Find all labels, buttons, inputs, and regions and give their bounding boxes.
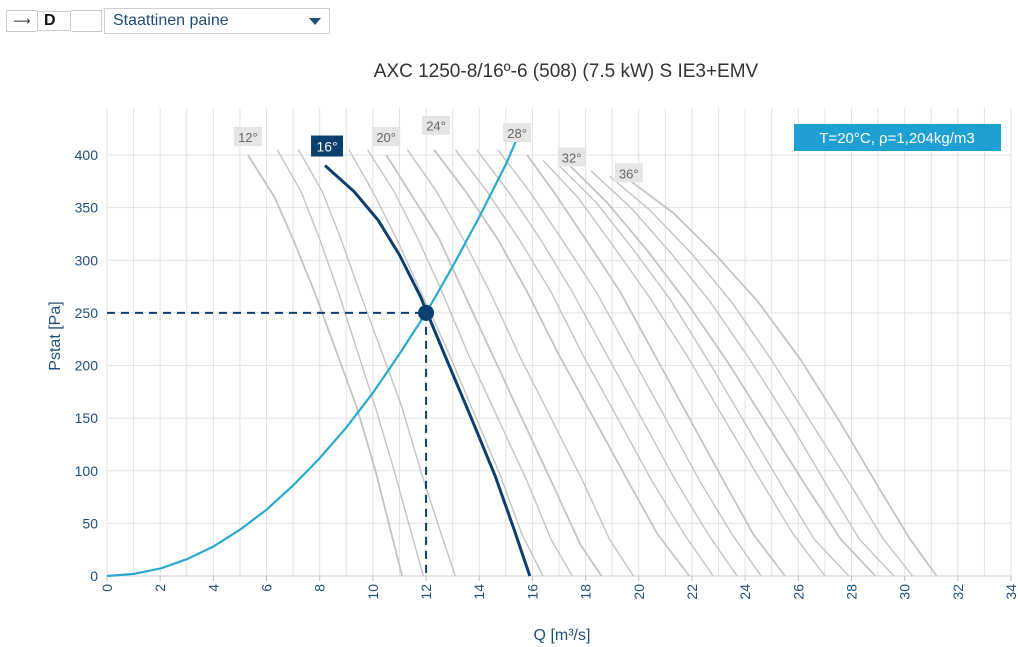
angle-label-text: 28° <box>507 126 527 141</box>
blade-angle-curve <box>558 165 850 577</box>
x-tick-label: 28 <box>843 584 859 600</box>
y-tick-label: 100 <box>75 463 99 479</box>
x-tick-label: 4 <box>205 584 221 592</box>
blade-angle-curve <box>406 149 634 577</box>
toolbar: ⟶ D Staattinen paine <box>6 8 330 34</box>
y-tick-label: 350 <box>75 200 99 216</box>
x-tick-label: 34 <box>1003 584 1018 600</box>
x-tick-label: 16 <box>524 584 540 600</box>
angle-label: 20° <box>372 127 401 146</box>
selected-angle-label: 16° <box>311 135 344 157</box>
selected-angle-label-text: 16° <box>316 139 337 155</box>
y-tick-label: 200 <box>75 358 99 374</box>
blade-angle-curve <box>609 175 914 577</box>
x-tick-label: 20 <box>631 584 647 600</box>
blade-angle-curve <box>276 149 425 577</box>
y-tick-label: 300 <box>75 252 99 268</box>
y-tick-label: 50 <box>82 515 98 531</box>
angle-label-text: 36° <box>619 166 639 181</box>
y-tick-label: 400 <box>75 147 99 163</box>
blade-angle-curve <box>247 154 403 577</box>
blade-angle-curve <box>497 149 762 577</box>
angle-label: 36° <box>614 163 643 183</box>
info-box: T=20°C, ρ=1,204kg/m3 <box>794 124 1001 151</box>
angle-label-text: 32° <box>562 151 582 166</box>
angle-label: 12° <box>233 127 262 146</box>
arrow-icon[interactable]: ⟶ <box>6 10 37 32</box>
blade-angle-curve <box>630 180 938 577</box>
x-tick-label: 0 <box>99 584 115 592</box>
x-tick-label: 6 <box>259 584 275 592</box>
y-tick-label: 0 <box>90 568 98 584</box>
y-tick-label: 150 <box>75 410 99 426</box>
x-tick-label: 12 <box>418 584 434 600</box>
blade-angle-curve <box>476 149 738 577</box>
blade-angle-curve <box>568 164 877 577</box>
pressure-type-dropdown-value: Staattinen paine <box>113 12 229 29</box>
x-tick-label: 18 <box>578 584 594 600</box>
curve-layer: 12° 20° 24° 28° 32° 36° 16° <box>106 115 938 578</box>
system-curve <box>106 133 521 578</box>
x-tick-label: 32 <box>950 584 966 600</box>
x-tick-label: 14 <box>471 584 487 600</box>
blade-angle-curve <box>385 154 603 577</box>
angle-label: 28° <box>503 123 532 142</box>
selected-blade-curve <box>323 164 532 577</box>
angle-label-text: 24° <box>426 119 446 134</box>
y-tick-label: 250 <box>75 305 99 321</box>
blade-angle-curve <box>454 149 714 577</box>
blade-angle-curve <box>542 159 826 577</box>
blade-angle-curve <box>590 170 895 577</box>
x-tick-label: 10 <box>365 584 381 600</box>
angle-label: 24° <box>422 115 451 135</box>
angle-label: 32° <box>557 147 586 167</box>
x-tick-label: 24 <box>737 584 753 600</box>
chart-title: AXC 1250-8/16º-6 (508) (7.5 kW) S IE3+EM… <box>374 61 759 82</box>
operating-point-marker[interactable] <box>418 304 435 321</box>
x-tick-label: 30 <box>897 584 913 600</box>
blade-angle-curve <box>348 149 544 577</box>
x-tick-label: 22 <box>684 584 700 600</box>
y-axis-label: Pstat [Pa] <box>47 301 64 370</box>
blade-angle-curve <box>367 149 573 577</box>
x-axis-label: Q [m³/s] <box>534 627 591 644</box>
blade-angle-curve <box>297 149 456 577</box>
angle-label-text: 20° <box>376 130 396 145</box>
mode-blank-button[interactable] <box>71 10 102 32</box>
x-tick-label: 8 <box>312 584 328 592</box>
mode-d-button[interactable]: D <box>37 11 71 31</box>
pressure-type-dropdown[interactable]: Staattinen paine <box>104 8 330 34</box>
x-tick-label: 26 <box>790 584 806 600</box>
angle-label-text: 12° <box>238 130 258 145</box>
blade-angle-curve <box>526 154 786 577</box>
chevron-down-icon <box>309 17 321 25</box>
blade-angle-curve <box>433 149 691 577</box>
x-tick-label: 2 <box>152 584 168 592</box>
info-box-text: T=20°C, ρ=1,204kg/m3 <box>819 130 974 147</box>
